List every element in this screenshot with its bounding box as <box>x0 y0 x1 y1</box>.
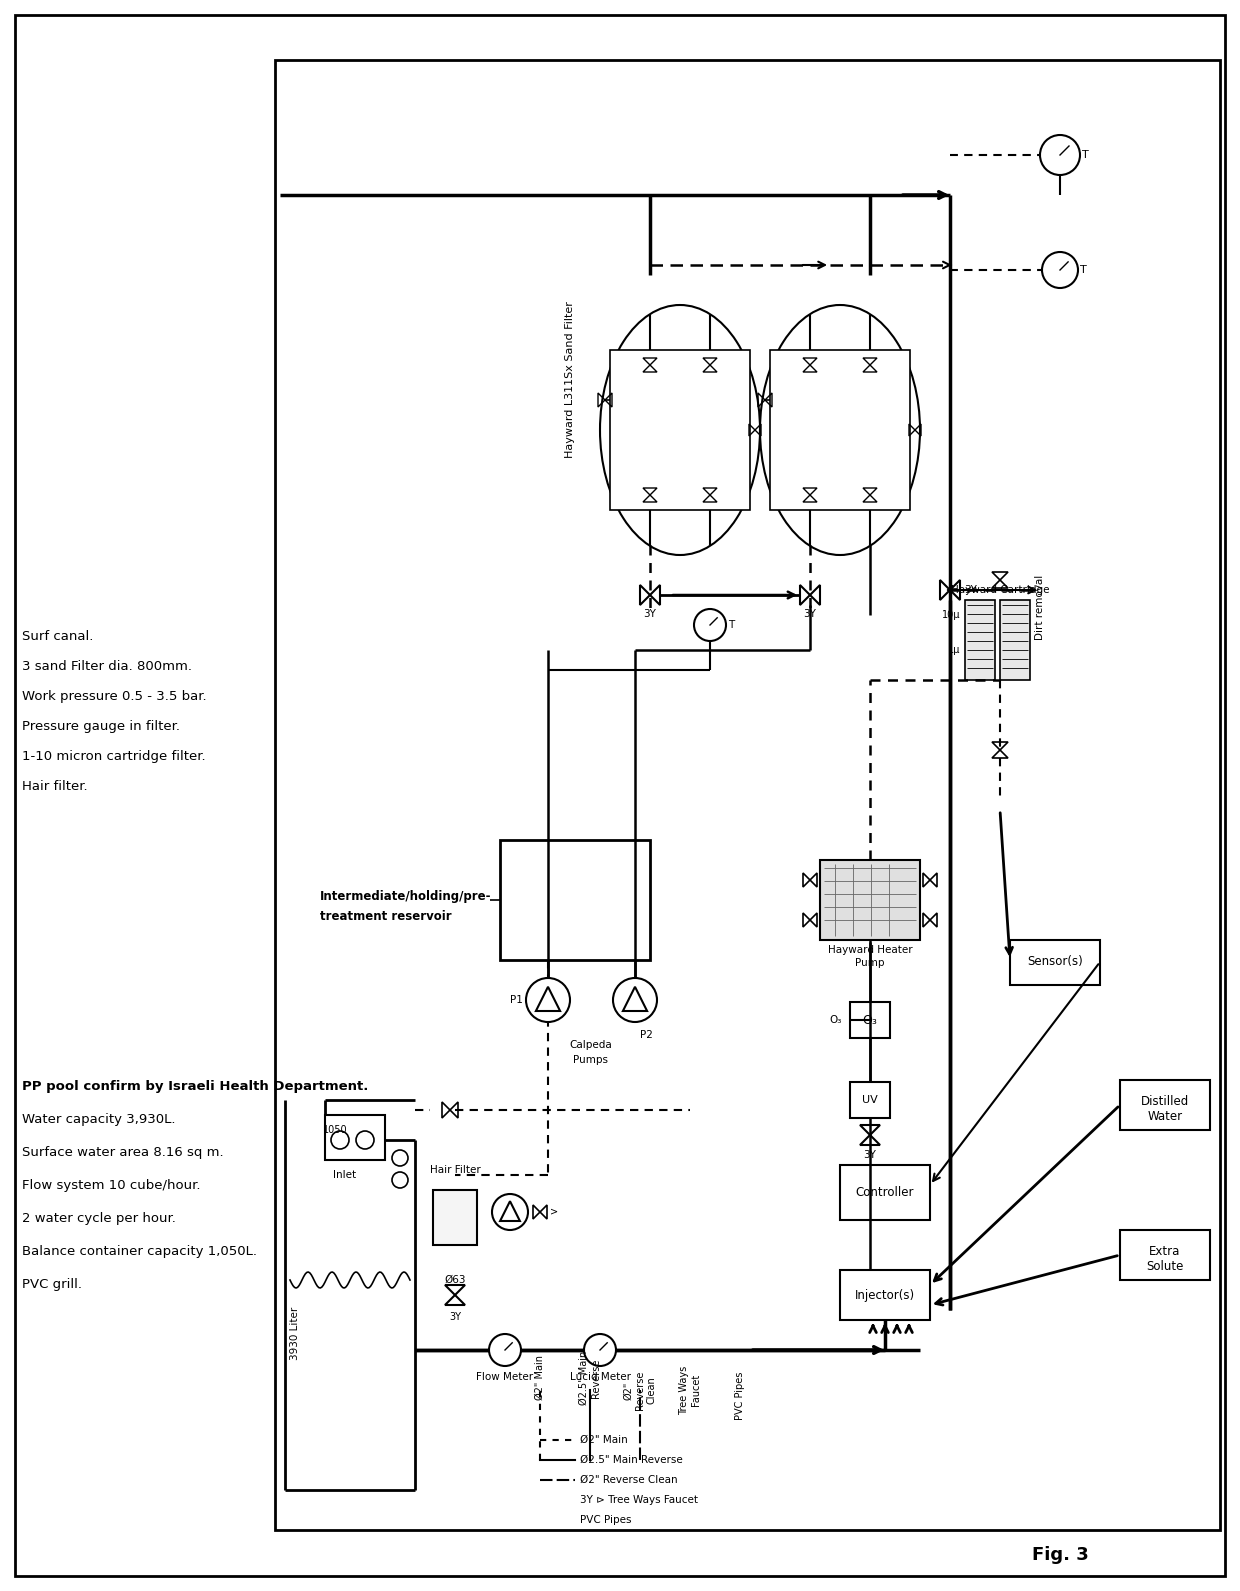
Text: Sensor(s): Sensor(s) <box>1027 956 1083 969</box>
Text: Surf canal.: Surf canal. <box>22 630 93 643</box>
Text: P2: P2 <box>640 1029 653 1041</box>
Circle shape <box>694 609 725 641</box>
Text: Fig. 3: Fig. 3 <box>1032 1546 1089 1564</box>
Circle shape <box>331 1131 348 1149</box>
Text: Hayward Cartridge: Hayward Cartridge <box>951 585 1049 595</box>
Text: PVC grill.: PVC grill. <box>22 1278 82 1290</box>
Circle shape <box>526 978 570 1021</box>
Circle shape <box>1040 135 1080 175</box>
Bar <box>839 1270 930 1321</box>
Bar <box>849 1082 890 1118</box>
Text: Ø2" Main: Ø2" Main <box>534 1356 546 1400</box>
Circle shape <box>799 418 822 442</box>
Text: 3Y: 3Y <box>863 1150 877 1160</box>
Text: 1-10 micron cartridge filter.: 1-10 micron cartridge filter. <box>22 749 206 764</box>
Text: Flow Meter: Flow Meter <box>476 1371 533 1383</box>
Circle shape <box>489 1333 521 1367</box>
Circle shape <box>639 418 662 442</box>
Text: P1: P1 <box>510 994 523 1006</box>
Text: Dirt removal: Dirt removal <box>1035 574 1045 640</box>
Text: Tree Ways
Faucet: Tree Ways Faucet <box>680 1365 701 1414</box>
Text: 3Y: 3Y <box>644 609 656 619</box>
Text: Surface water area 8.16 sq m.: Surface water area 8.16 sq m. <box>22 1146 223 1158</box>
Text: Ø2.5" Main
Reverse: Ø2.5" Main Reverse <box>579 1351 601 1405</box>
Text: 3Y: 3Y <box>449 1313 461 1322</box>
Text: Hair Filter: Hair Filter <box>429 1165 480 1176</box>
Bar <box>849 1002 890 1037</box>
Circle shape <box>356 1131 374 1149</box>
Circle shape <box>584 1333 616 1367</box>
Text: Ø2"
Reverse
Clean: Ø2" Reverse Clean <box>624 1370 657 1410</box>
Circle shape <box>392 1173 408 1188</box>
Text: Ø2.5" Main Reverse: Ø2.5" Main Reverse <box>580 1456 683 1465</box>
Bar <box>275 60 1220 1531</box>
Circle shape <box>698 418 722 442</box>
Text: 1μ: 1μ <box>947 644 960 655</box>
Bar <box>610 350 750 511</box>
Text: Pressure gauge in filter.: Pressure gauge in filter. <box>22 721 180 733</box>
Text: Lucid Meter: Lucid Meter <box>569 1371 630 1383</box>
Text: O₃: O₃ <box>830 1015 842 1025</box>
Text: PVC Pipes: PVC Pipes <box>580 1515 631 1526</box>
Text: treatment reservoir: treatment reservoir <box>320 910 451 923</box>
Text: UV: UV <box>862 1095 878 1106</box>
Text: Inlet: Inlet <box>334 1169 356 1181</box>
Ellipse shape <box>600 305 760 555</box>
Text: Water capacity 3,930L.: Water capacity 3,930L. <box>22 1114 176 1126</box>
Circle shape <box>1042 251 1078 288</box>
Circle shape <box>858 418 882 442</box>
Text: T: T <box>728 620 734 630</box>
Ellipse shape <box>760 305 920 555</box>
Text: 1050: 1050 <box>322 1125 347 1134</box>
Text: 3 sand Filter dia. 800mm.: 3 sand Filter dia. 800mm. <box>22 660 192 673</box>
Text: T: T <box>1080 266 1086 275</box>
Text: T: T <box>1083 150 1089 161</box>
Text: Pump: Pump <box>856 958 885 967</box>
Text: Ø2" Reverse Clean: Ø2" Reverse Clean <box>580 1475 677 1484</box>
Text: 3Y: 3Y <box>804 609 816 619</box>
Bar <box>820 861 920 940</box>
Text: Water: Water <box>1147 1111 1183 1123</box>
Text: Calpeda: Calpeda <box>569 1041 613 1050</box>
Text: Hayward L311Sx Sand Filter: Hayward L311Sx Sand Filter <box>565 302 575 458</box>
Bar <box>770 350 910 511</box>
Text: Distilled: Distilled <box>1141 1095 1189 1107</box>
Text: Controller: Controller <box>856 1185 914 1198</box>
Circle shape <box>613 978 657 1021</box>
Text: PVC Pipes: PVC Pipes <box>735 1371 745 1421</box>
Text: >: > <box>551 1208 558 1217</box>
Text: 10μ: 10μ <box>941 609 960 620</box>
Circle shape <box>392 1150 408 1166</box>
Text: Hair filter.: Hair filter. <box>22 780 88 792</box>
Bar <box>500 840 650 959</box>
Text: Work pressure 0.5 - 3.5 bar.: Work pressure 0.5 - 3.5 bar. <box>22 690 207 703</box>
Bar <box>1011 940 1100 985</box>
Text: Ø63: Ø63 <box>444 1274 466 1286</box>
Bar <box>839 1165 930 1220</box>
Bar <box>1120 1080 1210 1130</box>
Text: Hayward Heater: Hayward Heater <box>827 945 913 955</box>
Text: Flow system 10 cube/hour.: Flow system 10 cube/hour. <box>22 1179 201 1192</box>
Text: Ø2" Main: Ø2" Main <box>580 1435 627 1445</box>
Circle shape <box>492 1193 528 1230</box>
Text: PP pool confirm by Israeli Health Department.: PP pool confirm by Israeli Health Depart… <box>22 1080 368 1093</box>
Text: Balance container capacity 1,050L.: Balance container capacity 1,050L. <box>22 1246 257 1258</box>
Text: Intermediate/holding/pre-: Intermediate/holding/pre- <box>320 889 491 904</box>
Bar <box>325 1115 384 1160</box>
Bar <box>1120 1230 1210 1281</box>
Text: Solute: Solute <box>1146 1260 1184 1273</box>
Text: Extra: Extra <box>1149 1246 1180 1258</box>
Text: 3930 Liter: 3930 Liter <box>290 1306 300 1360</box>
Text: O₃: O₃ <box>863 1013 878 1026</box>
Text: 3Y ⊳ Tree Ways Faucet: 3Y ⊳ Tree Ways Faucet <box>580 1496 698 1505</box>
Text: 2 water cycle per hour.: 2 water cycle per hour. <box>22 1212 176 1225</box>
Bar <box>965 600 994 679</box>
Bar <box>999 600 1030 679</box>
Text: 3Y: 3Y <box>963 585 977 595</box>
Bar <box>433 1190 477 1246</box>
Text: Pumps: Pumps <box>573 1055 609 1064</box>
Text: Injector(s): Injector(s) <box>854 1289 915 1301</box>
